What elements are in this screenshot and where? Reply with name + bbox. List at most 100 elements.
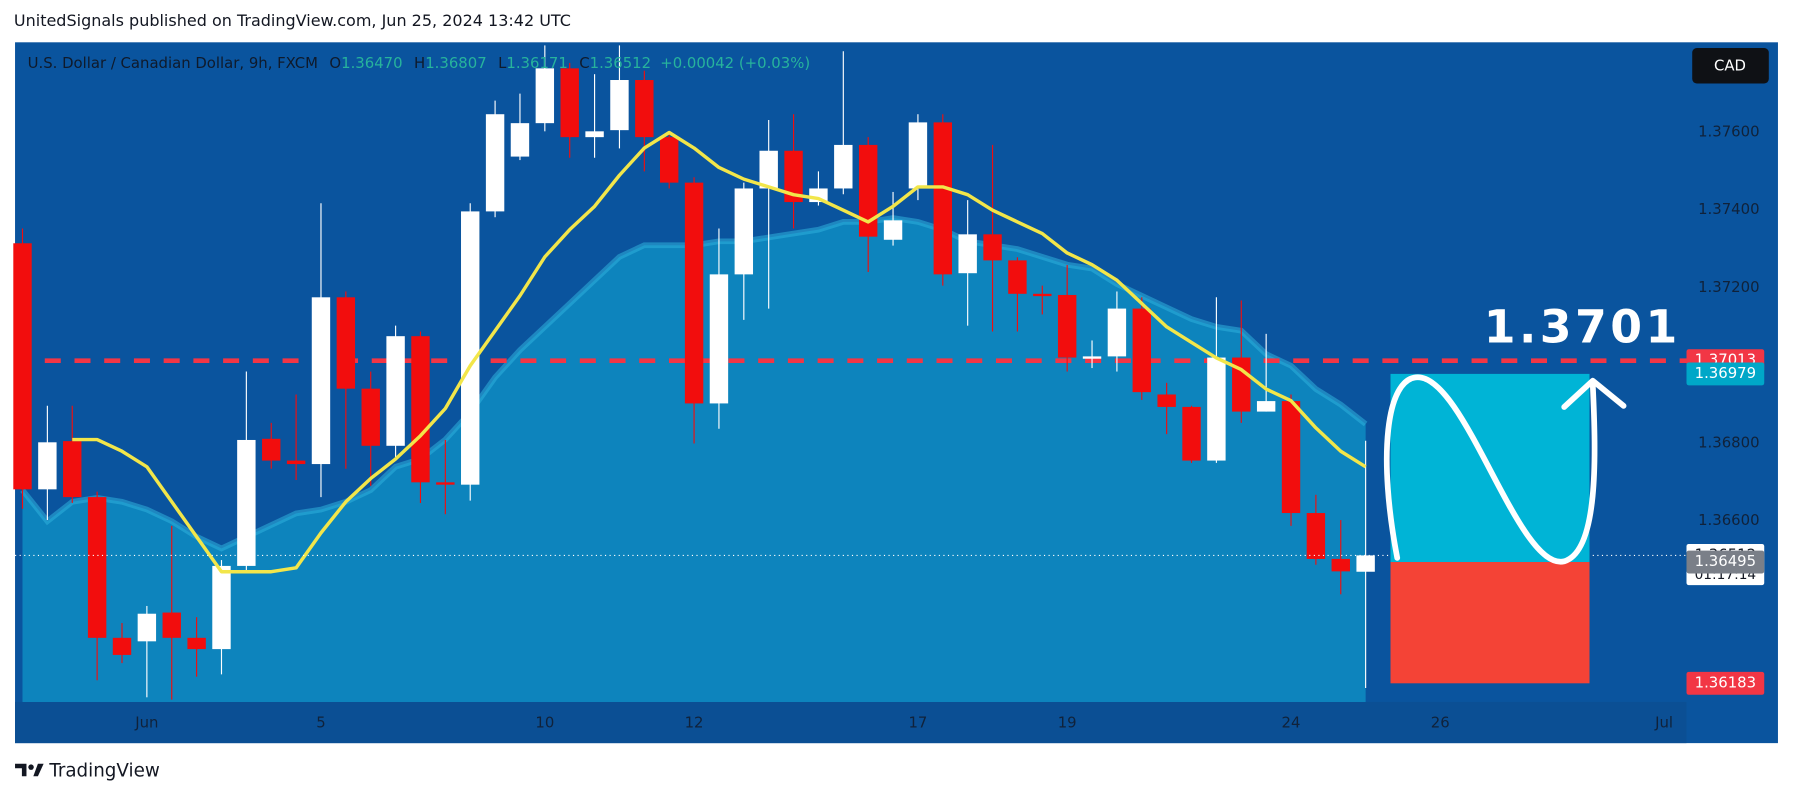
candle-body [883,220,903,240]
candle-body [1157,394,1176,407]
price-label: 1.36979 [1695,364,1756,382]
candle-body [635,80,654,138]
legend-change: +0.00042 (+0.03%) [660,54,810,72]
legend-key: H [414,54,425,72]
candle-body [1132,308,1151,393]
x-tick-label: 24 [1282,714,1301,732]
candle-body [510,123,530,157]
candle-body [734,188,754,275]
candle-body [1281,401,1301,514]
candle-body [386,336,405,446]
candle-body [38,442,57,490]
candle-body [1057,294,1077,358]
band-area [22,218,1366,702]
candle-body [1107,308,1127,357]
overlay: 1.3701 [1383,300,1681,684]
drawn-curve [1383,374,1598,565]
candle-body [784,150,803,203]
x-tick-label: 10 [535,714,554,732]
x-tick-label: 26 [1431,714,1450,732]
x-tick-label: 5 [316,714,325,732]
logo-shape [15,763,27,777]
plot-area [13,45,1689,702]
candle-body [1256,401,1276,412]
candle-body [212,565,231,650]
candle-body [485,114,505,212]
publish-header: UnitedSignals published on TradingView.c… [14,11,571,30]
candle-body [87,497,107,638]
y-tick-label: 1.36600 [1698,511,1759,529]
candle-body [311,297,331,465]
candle-body [1306,513,1326,559]
candle-body [1182,406,1201,461]
time-axis [15,701,1687,744]
candle-body [560,68,579,138]
candle-body [535,68,555,124]
candle-body [610,80,629,131]
candle-body [461,211,480,485]
tradingview-logo [15,763,44,777]
legend-value: 1.36807 [425,54,486,72]
candle-body [1082,356,1102,359]
candle-body [187,637,206,650]
candle-body [162,612,181,638]
logo-shape [33,763,44,777]
footer-brand: TradingView [48,761,160,782]
candle-body [112,637,132,655]
y-tick-label: 1.37400 [1698,200,1759,218]
price-label-box [1686,550,1765,574]
candle-body [759,150,778,189]
legend-title: U.S. Dollar / Canadian Dollar, 9h, FXCM [28,54,318,72]
legend-key: C [579,54,589,72]
legend-value: 1.36470 [341,54,402,72]
annotation-text: 1.3701 [1484,300,1681,353]
candle-body [436,482,455,485]
y-tick-label: 1.37200 [1698,278,1759,296]
candle-body [709,274,729,404]
candle-body [237,439,256,566]
candle-body [933,122,953,275]
drawn-arrow [1561,377,1627,410]
candle-body [262,438,281,461]
x-tick-label: 12 [685,714,704,732]
x-tick-label: Jul [1654,714,1673,732]
legend-value: 1.36171 [506,54,567,72]
candle-body [834,144,853,189]
candle-body [1331,558,1350,572]
legend-value: 1.36512 [590,54,651,72]
candle-body [1207,357,1226,461]
price-label-box [1686,362,1765,386]
candle-body [958,234,977,274]
candle-body [1008,260,1027,294]
candle-body [286,460,306,465]
candle-body [336,297,356,389]
currency-button[interactable] [1692,48,1769,84]
candle-body [1033,293,1052,297]
candle-body [13,243,32,490]
candle-body [858,144,878,237]
candle-body [361,388,380,446]
logo-dot [28,764,34,770]
y-tick-label: 1.37600 [1698,122,1759,140]
price-label: 1.36183 [1695,673,1756,691]
x-tick-label: 17 [908,714,927,732]
legend-key: O [329,54,341,72]
price-label: 1.36495 [1695,552,1756,570]
candle-body [63,441,82,498]
x-tick-label: 19 [1058,714,1077,732]
legend-key: L [498,54,507,72]
candle-body [1356,555,1375,572]
currency-label: CAD [1714,56,1746,74]
candle-body [659,137,679,183]
position-stop-zone [1390,562,1590,684]
x-tick-label: Jun [134,714,158,732]
candle-body [137,613,157,642]
candle-body [684,182,704,404]
candle-body [585,131,604,138]
y-tick-label: 1.36800 [1698,433,1759,451]
price-label-box [1686,671,1765,695]
moving-average [72,130,1367,574]
candle-body [411,336,430,483]
